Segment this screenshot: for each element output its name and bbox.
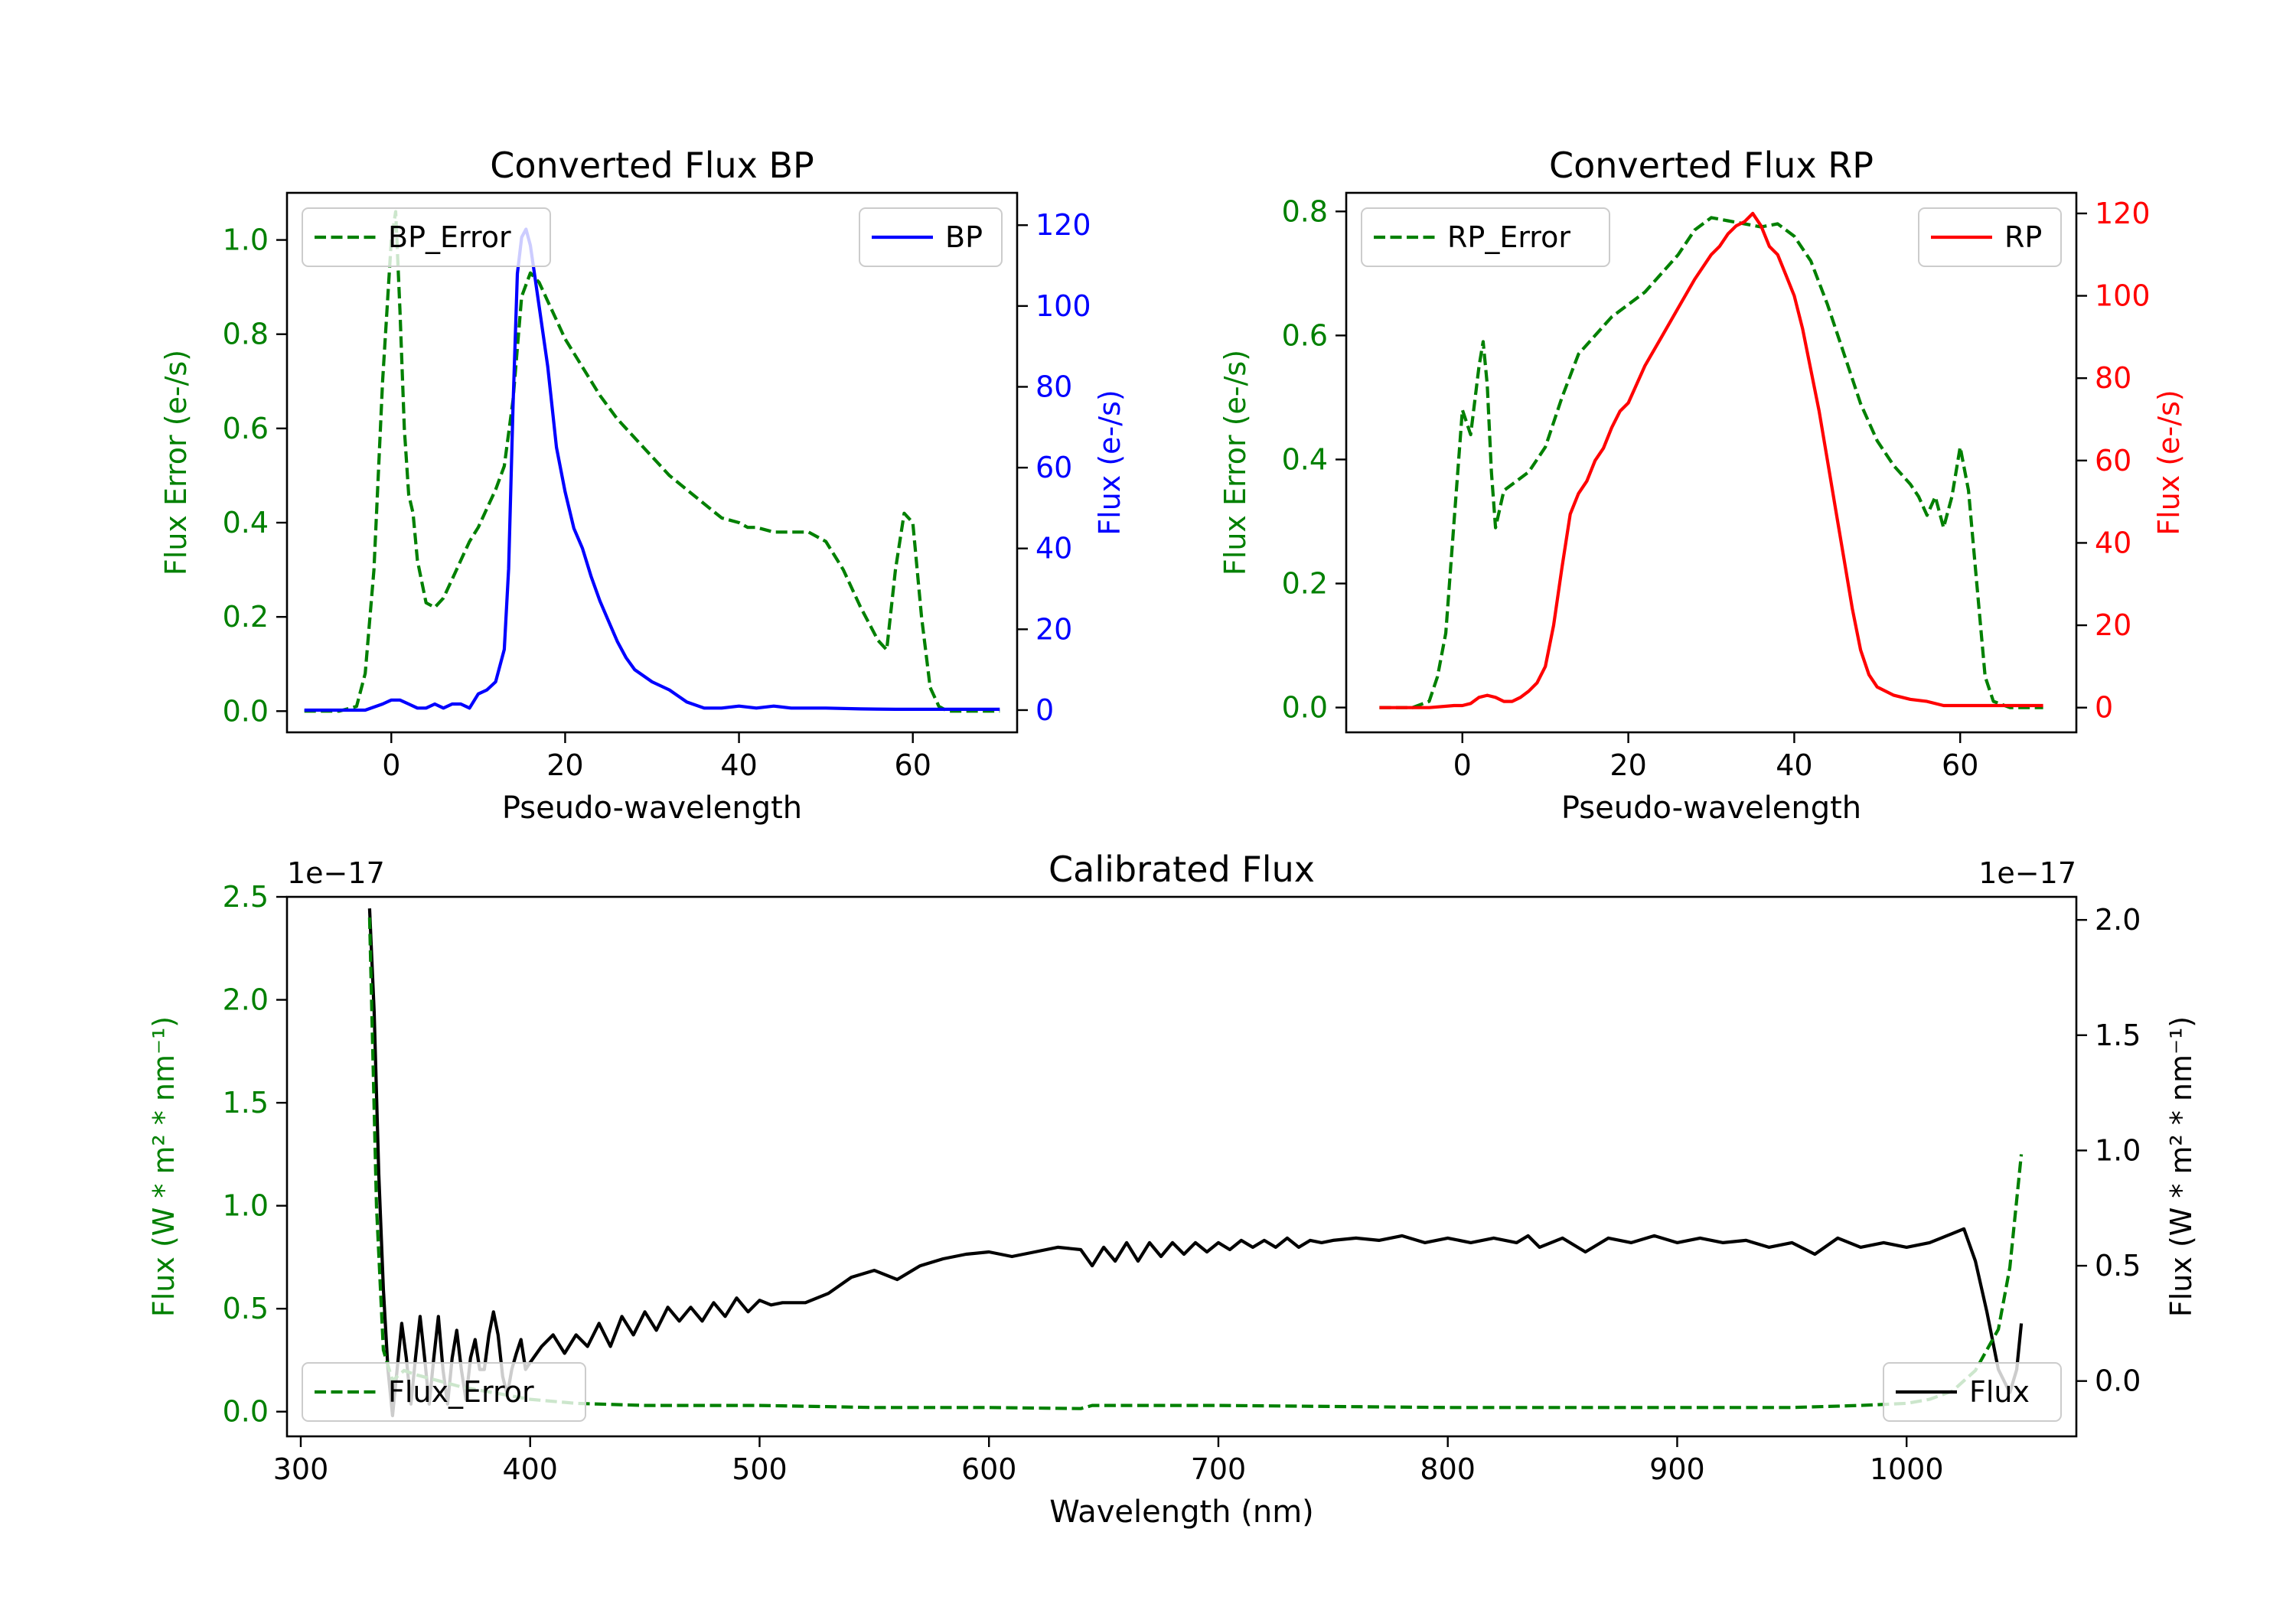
x-tick-label: 400 (502, 1452, 558, 1486)
y-right-tick-label: 40 (1035, 532, 1072, 566)
x-tick-label: 300 (273, 1452, 329, 1486)
series-line-rp-error (1379, 216, 2043, 709)
y-right-tick-label: 20 (1035, 612, 1072, 646)
y-left-tick-label: 2.5 (223, 880, 269, 914)
plot-frame (1345, 191, 2078, 734)
y-left-tick-label: 0.8 (1282, 194, 1328, 228)
legend-label: RP_Error (1447, 220, 1570, 254)
series-line-bp (304, 227, 1000, 712)
y-right-tick-label: 0.5 (2095, 1249, 2141, 1283)
x-tick-label: 900 (1649, 1452, 1705, 1486)
x-tick-label: 40 (720, 748, 757, 782)
legend-box (302, 1362, 586, 1422)
y-axis-label-left: Flux Error (e-/s) (1218, 350, 1252, 575)
legend-label: BP (945, 220, 983, 254)
x-axis-label: Pseudo-wavelength (1561, 790, 1861, 826)
y-left-tick-label: 0.0 (223, 694, 269, 728)
legend-box (302, 207, 551, 267)
y-left-tick-label: 0.4 (1282, 442, 1328, 476)
y-right-tick-label: 100 (1035, 289, 1091, 323)
legend-label: Flux (1969, 1375, 2030, 1409)
y-left-tick-label: 1.0 (223, 1189, 269, 1223)
x-tick-label: 60 (1942, 748, 1978, 782)
y-left-tick-label: 0.0 (1282, 691, 1328, 725)
legend-label: Flux_Error (388, 1375, 534, 1409)
y-left-tick-label: 2.0 (223, 983, 269, 1017)
y-left-tick-label: 1.5 (223, 1086, 269, 1120)
y-right-tick-label: 100 (2095, 279, 2151, 313)
y-right-offset-label: 1e−17 (1978, 856, 2076, 890)
x-tick-label: 60 (895, 748, 931, 782)
x-tick-label: 20 (546, 748, 583, 782)
series-line-flux (367, 908, 2024, 1417)
y-right-tick-label: 80 (2095, 361, 2131, 395)
x-tick-label: 1000 (1870, 1452, 1944, 1486)
y-left-offset-label: 1e−17 (287, 856, 385, 890)
series-line-flux-error (367, 917, 2024, 1410)
plot-frame (285, 191, 1019, 734)
x-axis-label: Pseudo-wavelength (502, 790, 802, 826)
y-left-tick-label: 0.5 (223, 1292, 269, 1325)
y-right-tick-label: 20 (2095, 608, 2131, 642)
y-axis-label-left: Flux (W * m² * nm⁻¹) (147, 1016, 181, 1317)
series-line-rp (1379, 211, 2043, 709)
y-right-tick-label: 0.0 (2095, 1364, 2141, 1398)
legend-label: RP (2004, 220, 2042, 254)
y-left-tick-label: 0.8 (223, 318, 269, 351)
y-right-tick-label: 60 (1035, 451, 1072, 484)
y-right-tick-label: 60 (2095, 444, 2131, 478)
x-tick-label: 0 (1453, 748, 1472, 782)
chart-title: Converted Flux BP (490, 145, 814, 186)
y-right-tick-label: 40 (2095, 526, 2131, 559)
y-left-tick-label: 1.0 (223, 223, 269, 257)
legend-box (1361, 207, 1610, 267)
plot-frame (285, 895, 2078, 1438)
y-left-tick-label: 0.6 (223, 412, 269, 445)
x-tick-label: 700 (1191, 1452, 1247, 1486)
x-tick-label: 500 (732, 1452, 788, 1486)
y-axis-label-right: Flux (e-/s) (2152, 390, 2186, 535)
y-right-tick-label: 1.0 (2095, 1133, 2141, 1167)
x-axis-label: Wavelength (nm) (1049, 1495, 1314, 1530)
y-axis-label-right: Flux (e-/s) (1093, 390, 1127, 535)
y-axis-label-right: Flux (W * m² * nm⁻¹) (2164, 1016, 2198, 1317)
y-right-tick-label: 0 (1035, 693, 1054, 727)
y-left-tick-label: 0.6 (1282, 318, 1328, 352)
y-left-tick-label: 0.2 (1282, 567, 1328, 601)
x-tick-label: 600 (961, 1452, 1017, 1486)
chart-title: Calibrated Flux (1049, 849, 1315, 890)
chart-title: Converted Flux RP (1549, 145, 1874, 186)
y-left-tick-label: 0.2 (223, 600, 269, 634)
y-right-tick-label: 1.5 (2095, 1019, 2141, 1052)
legend-box (1883, 1362, 2062, 1422)
y-right-tick-label: 2.0 (2095, 903, 2141, 937)
y-axis-label-left: Flux Error (e-/s) (159, 350, 193, 575)
y-right-tick-label: 120 (2095, 197, 2151, 230)
series-line-bp-error (304, 210, 1000, 713)
y-right-tick-label: 0 (2095, 691, 2113, 725)
x-tick-label: 0 (382, 748, 400, 782)
x-tick-label: 40 (1776, 748, 1812, 782)
x-tick-label: 800 (1420, 1452, 1476, 1486)
y-left-tick-label: 0.4 (223, 506, 269, 539)
y-left-tick-label: 0.0 (223, 1395, 269, 1429)
y-right-tick-label: 80 (1035, 370, 1072, 403)
x-tick-label: 20 (1609, 748, 1646, 782)
y-right-tick-label: 120 (1035, 208, 1091, 242)
legend-label: BP_Error (388, 220, 511, 254)
